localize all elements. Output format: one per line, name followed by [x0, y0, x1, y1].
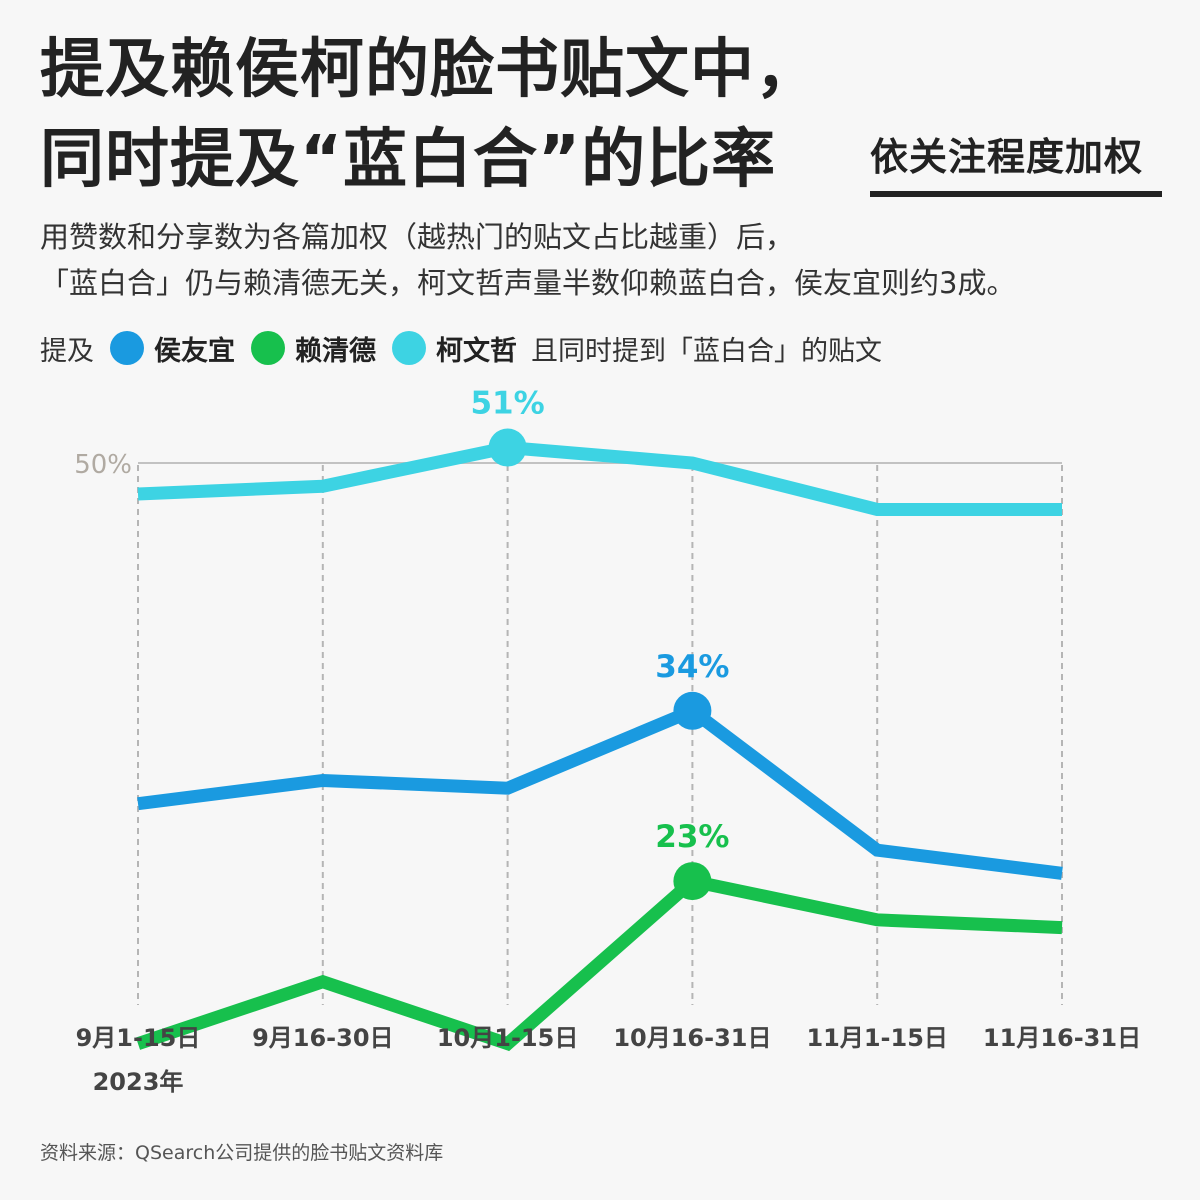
source-note: 资料来源：QSearch公司提供的脸书贴文资料库 — [40, 1142, 444, 1164]
y-tick-label: 50% — [74, 450, 132, 480]
x-tick-label: 11月1-15日 — [806, 1024, 947, 1052]
series-line — [137, 703, 1063, 880]
data-label: 23% — [655, 819, 729, 855]
x-tick-label: 10月16-31日 — [613, 1024, 771, 1052]
x-axis-year-label: 2023年 — [93, 1068, 184, 1096]
legend-suffix: 且同时提到「蓝白合」的贴文 — [531, 335, 882, 367]
data-label: 51% — [470, 386, 544, 422]
chart-title-line2: 同时提及“蓝白合”的比率 — [40, 123, 777, 197]
highlight-point — [488, 428, 527, 467]
weighting-badge: 依关注程度加权 — [870, 126, 1162, 197]
x-tick-label: 10月1-15日 — [437, 1024, 578, 1052]
legend-label-ko: 柯文哲 — [436, 335, 517, 367]
legend-label-hou: 侯友宜 — [154, 335, 235, 367]
subtitle-line2: 「蓝白合」仍与赖清德无关，柯文哲声量半数仰赖蓝白合，侯友宜则约3成。 — [40, 266, 1016, 300]
legend: 提及 侯友宜 赖清德 柯文哲 且同时提到「蓝白合」的贴文 — [40, 328, 882, 368]
data-label: 34% — [655, 649, 729, 685]
x-tick-label: 9月16-30日 — [252, 1024, 393, 1052]
x-tick-label: 11月16-31日 — [983, 1024, 1141, 1052]
subtitle-line1: 用赞数和分享数为各篇加权（越热门的贴文占比越重）后， — [40, 220, 795, 254]
legend-dot-hou — [110, 331, 144, 365]
legend-label-lai: 赖清德 — [295, 335, 376, 367]
legend-dot-lai — [251, 331, 285, 365]
series-line — [135, 874, 1063, 1052]
series-line — [137, 440, 1062, 516]
x-tick-label: 9月1-15日 — [76, 1024, 201, 1052]
legend-prefix: 提及 — [40, 335, 94, 367]
highlight-point — [673, 862, 712, 901]
chart-title-line1: 提及赖侯柯的脸书贴文中， — [40, 33, 820, 107]
highlight-point — [673, 691, 712, 730]
legend-dot-ko — [392, 331, 426, 365]
